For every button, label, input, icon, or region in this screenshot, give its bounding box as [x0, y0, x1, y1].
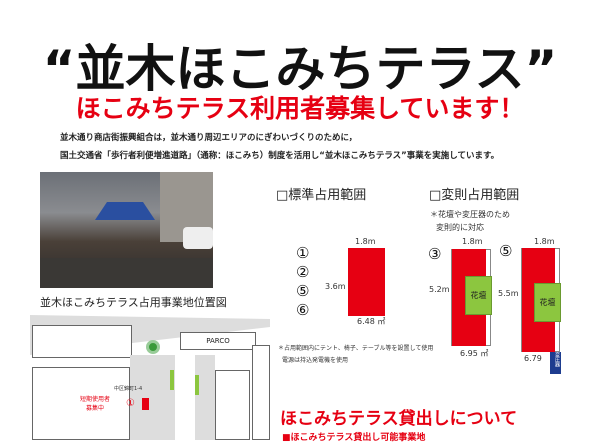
recruit-label-2: 募集中 — [86, 405, 105, 412]
planter-strip — [170, 370, 174, 390]
page-title: “並木ほこみちテラス” — [42, 40, 558, 98]
map-block — [32, 367, 130, 440]
area-label: 6.48 ㎡ — [357, 317, 386, 326]
height-label: 3.6m — [325, 282, 346, 291]
lending-subheading: ■ほこみちテラス貸出し可能事業地 — [282, 433, 426, 443]
standard-heading: □標準占用範囲 — [276, 188, 367, 203]
map-block — [215, 370, 250, 440]
map-block — [32, 325, 132, 358]
map-block — [252, 345, 270, 440]
roundabout-icon — [146, 340, 160, 354]
location-map: PARCO 中区錦町1-4 ① 短期使用者 募集中 — [30, 315, 270, 440]
site-number: ① — [126, 398, 135, 409]
map-title: 並木ほこみちテラス占用事業地位置図 — [40, 296, 227, 309]
site-num: ⑤ — [296, 282, 310, 300]
transformer: 変圧器 — [550, 352, 561, 374]
height-label: 5.2m — [429, 285, 450, 294]
intro-line-2: 国土交通省「歩行者利便増進道路」（通称：ほこみち）制度を活用し“並木ほこみちテラ… — [60, 151, 500, 161]
standard-area — [348, 248, 385, 316]
flowerbed: 花壇 — [534, 283, 561, 322]
recruit-label-1: 短期使用者 — [80, 396, 111, 403]
area-label: 6.79 — [524, 354, 542, 363]
flowerbed: 花壇 — [465, 276, 492, 315]
site-num: ① — [296, 244, 310, 262]
site-num: ⑥ — [296, 301, 310, 319]
page-subtitle: ほこみちテラス利用者募集しています！ — [75, 94, 525, 123]
standard-note: 電源は持込発電機を使用 — [282, 357, 349, 364]
site-num: ⑤ — [499, 242, 513, 260]
photo-tent — [95, 202, 155, 220]
width-label: 1.8m — [534, 237, 555, 246]
planter-strip — [195, 375, 199, 395]
map-road — [195, 355, 215, 440]
address-label: 中区錦町1-4 — [114, 386, 143, 392]
site-marker[interactable] — [142, 398, 149, 410]
lending-heading: ほこみちテラス貸出しについて — [280, 409, 518, 429]
standard-note: ＊占用範囲内にテント、椅子、テーブル等を設置して使用 — [278, 345, 434, 352]
site-num: ② — [296, 263, 310, 281]
map-road — [130, 355, 175, 440]
height-label: 5.5m — [498, 289, 519, 298]
irregular-heading: □変則占用範囲 — [429, 188, 520, 203]
width-label: 1.8m — [355, 237, 376, 246]
area-label: 6.95 ㎡ — [460, 349, 489, 358]
parco-label: PARCO — [180, 332, 256, 350]
irregular-note: ＊花壇や変圧器のため — [430, 210, 510, 219]
intro-line-1: 並木通り商店街振興組合は，並木通り周辺エリアのにぎわいづくりのために， — [60, 133, 358, 143]
irregular-note: 変則的に対応 — [436, 223, 484, 232]
width-label: 1.8m — [462, 237, 483, 246]
site-num: ③ — [428, 245, 442, 263]
terrace-photo — [40, 172, 213, 288]
photo-car — [183, 227, 213, 249]
photo-road — [40, 258, 213, 288]
